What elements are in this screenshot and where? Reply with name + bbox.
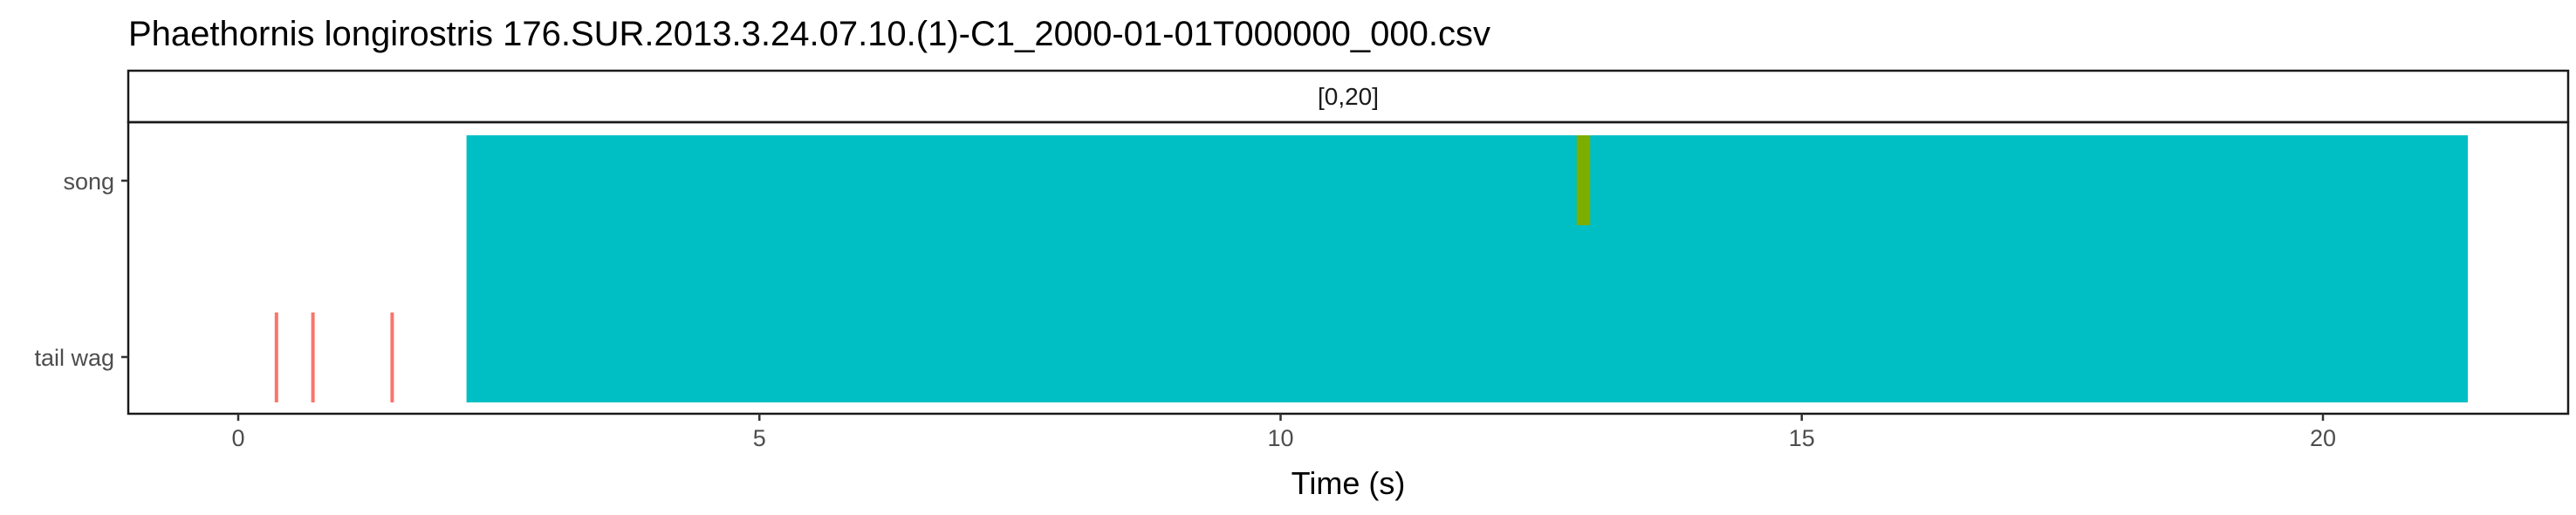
segment-song-0 [1576,135,1591,225]
x-tick-label-0: 0 [231,425,244,451]
x-axis: 0 5 10 15 20 [231,414,2336,451]
segment-tail-wag-1 [311,312,315,402]
x-tick-label-10: 10 [1267,425,1293,451]
x-tick-label-5: 5 [753,425,766,451]
y-axis: tail wag song [34,168,128,371]
chart-title: Phaethornis longirostris 176.SUR.2013.3.… [128,15,1490,53]
x-tick-label-15: 15 [1789,425,1815,451]
x-tick-label-20: 20 [2310,425,2336,451]
x-axis-title: Time (s) [1291,465,1406,501]
segment-tail-wag-0 [274,312,278,402]
facet-strip [127,69,2570,124]
y-tick-label-tail-wag: tail wag [34,345,114,371]
segment-tail-wag-2 [390,312,394,402]
plot-panel [127,120,2570,415]
data-marks [274,135,2469,402]
facet-strip-label: [0,20] [1318,83,1379,110]
segment-both-0 [466,135,2469,402]
y-tick-label-song: song [63,168,114,195]
